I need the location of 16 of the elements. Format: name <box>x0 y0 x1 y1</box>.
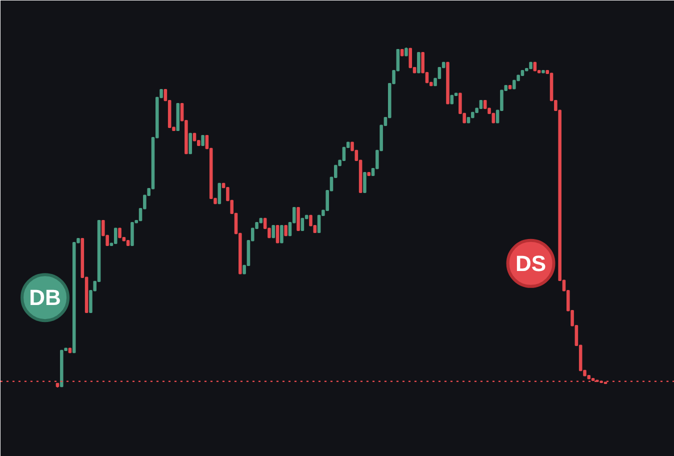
candlestick <box>218 182 222 204</box>
annotation: DB <box>29 285 61 310</box>
candlestick <box>296 207 300 232</box>
candlestick <box>276 225 280 244</box>
candlestick <box>284 225 288 236</box>
candlestick <box>300 218 304 232</box>
candlestick <box>417 52 420 74</box>
candlestick <box>118 228 122 238</box>
candlestick <box>188 132 192 154</box>
candlestick <box>130 222 134 246</box>
candlestick <box>272 225 276 238</box>
candlestick <box>201 134 204 146</box>
candlestick <box>280 225 284 244</box>
candlestick <box>363 172 366 193</box>
candlestick <box>114 228 118 244</box>
annotation: DS <box>515 250 546 276</box>
